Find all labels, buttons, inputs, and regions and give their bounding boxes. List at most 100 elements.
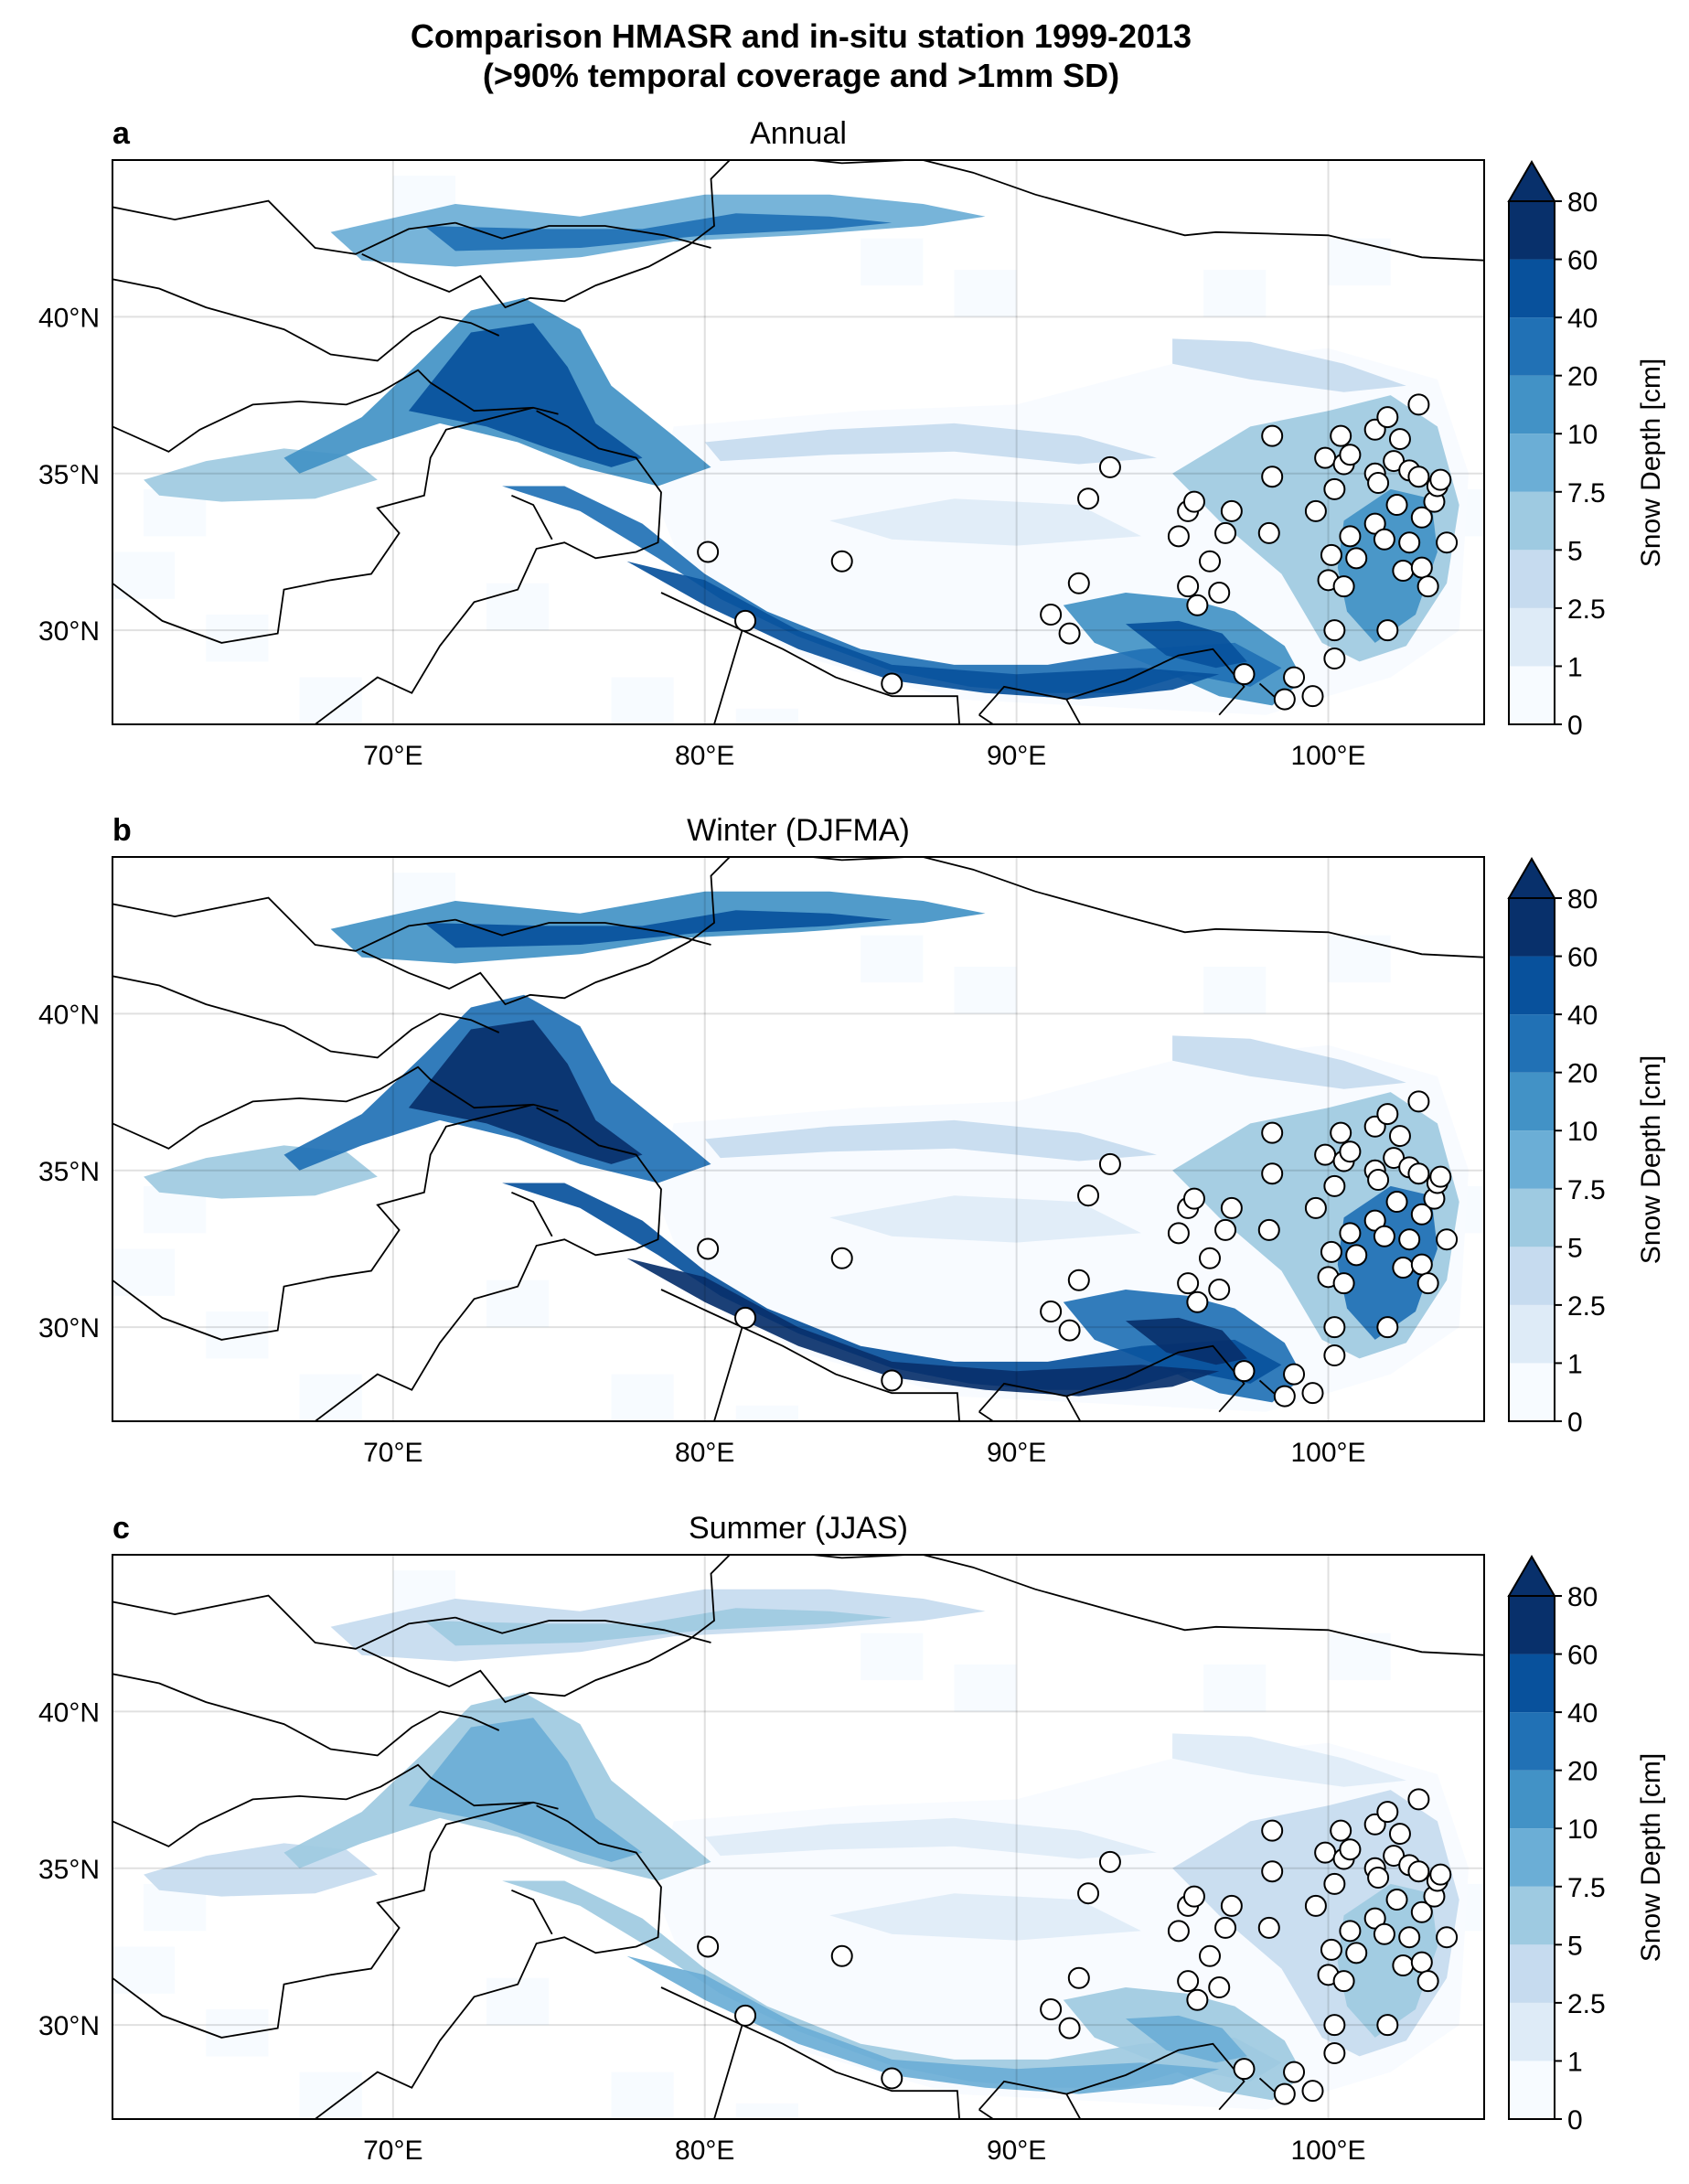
snow-depth-area [829,498,1141,546]
colorbar: 0 1 2.5 5 7.5 10 20 40 60 80 Snow Depth [cm] [1507,857,1666,1438]
station-marker [1388,1125,1411,1148]
coverage-cell [206,2009,269,2057]
station-marker [1339,1920,1362,1943]
colorbar-label: Snow Depth [cm] [1636,359,1666,567]
panel-title: Winter (DJFMA) [687,813,910,848]
coverage-cell [1203,1664,1267,1712]
station-marker [1323,2014,1346,2037]
colorbar-tick-label: 1 [1567,1349,1583,1379]
station-marker [1098,1152,1121,1175]
station-marker [1398,1926,1421,1949]
station-marker [1323,477,1346,500]
country-border [454,918,711,946]
colorbar-segment [1509,2061,1555,2119]
country-border [314,410,662,724]
station-marker [1407,1788,1430,1811]
station-marker [1436,1926,1459,1949]
country-border [112,1594,456,1650]
colorbar-segment [1509,956,1555,1015]
station-marker [1410,1253,1433,1276]
colorbar-tick-label: 5 [1567,536,1583,566]
station-marker [1330,1121,1352,1144]
coverage-cell [299,1374,362,1421]
coverage-cell [486,1977,550,2026]
station-marker [1398,1228,1421,1251]
station-marker [1233,2058,1256,2081]
station-marker [1214,521,1237,544]
coverage-cell [112,551,176,599]
lon-tick-label: 90°E [987,741,1046,771]
station-marker [1320,543,1342,566]
snow-depth-area [829,1195,1141,1243]
colorbar-segment [1509,1712,1555,1771]
station-marker [1261,466,1284,488]
station-marker [1407,393,1430,416]
lon-tick-label: 100°E [1291,1438,1366,1468]
coverage-cell [954,966,1017,1014]
station-marker [1392,1954,1415,1977]
station-marker [830,1247,853,1269]
station-marker [1167,525,1190,548]
colorbar-tick-label: 80 [1567,187,1598,218]
station-marker [1323,1174,1346,1197]
coverage-cell [112,1248,176,1296]
snow-depth-area [423,213,893,252]
map-area [112,160,1484,724]
snow-depth-area [1126,620,1247,669]
station-marker [1410,1900,1433,1923]
station-marker [881,2067,903,2090]
colorbar-tick-label: 1 [1567,652,1583,682]
station-marker [1182,1187,1205,1210]
coverage-cell [112,1946,176,1994]
station-marker [1345,547,1368,570]
country-border [112,199,456,255]
station-marker [1376,1103,1399,1126]
colorbar-tick-label: 60 [1567,246,1598,276]
panel-letter: c [112,1511,130,1546]
lat-tick-label: 35°N [38,460,100,490]
station-marker [1214,1916,1237,1939]
country-border [454,1616,711,1643]
colorbar-segment [1509,607,1555,667]
country-border [713,629,743,724]
station-marker [1339,444,1362,466]
station-marker [1332,1272,1355,1295]
coverage-cell [206,615,269,662]
station-marker [1410,1203,1433,1226]
station-marker [1273,2082,1296,2105]
colorbar-segment [1509,1014,1555,1073]
station-marker [1199,1247,1221,1269]
station-marker [1058,1319,1081,1342]
country-border [660,1289,960,1421]
country-border [923,160,1484,262]
coverage-cell [861,1633,924,1681]
snow-depth-area [1126,1317,1247,1365]
panels: a Annual 70°E 80°E 90°E 100°E 40°N 35°N 30°N 0 1 2.… [38,116,1666,2166]
station-marker [1416,575,1439,598]
station-marker [1186,594,1209,616]
country-border [112,1763,534,1847]
station-marker [1208,1279,1231,1301]
station-marker [1040,604,1063,626]
station-marker [1304,1894,1327,1917]
map-area [112,1555,1484,2119]
lat-tick-label: 35°N [38,1157,100,1187]
station-marker [1320,1938,1342,1961]
station-marker [1261,1162,1284,1185]
colorbar-segment [1509,1188,1555,1247]
lon-tick-label: 70°E [363,2136,422,2166]
coverage-cell [486,583,550,631]
station-marker [1077,1184,1100,1207]
station-marker [1314,1841,1337,1864]
station-marker [1345,1244,1368,1267]
station-marker [1067,572,1090,594]
station-marker [1320,1240,1342,1263]
station-marker [1257,1916,1280,1939]
country-border [511,494,553,541]
country-border [923,857,1484,958]
station-marker [1323,1316,1346,1339]
station-marker [1339,1222,1362,1245]
coverage-cell [954,1664,1017,1712]
station-marker [1373,1225,1395,1247]
colorbar-frame [1508,1595,1555,2120]
